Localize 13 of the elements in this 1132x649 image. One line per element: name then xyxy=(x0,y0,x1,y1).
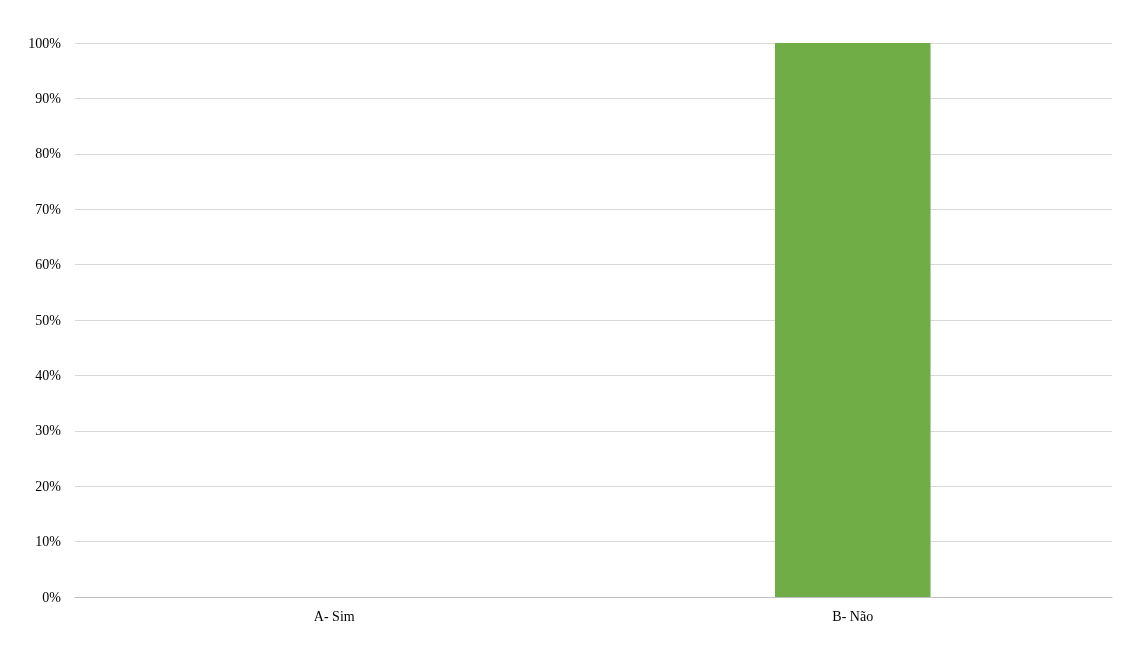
x-tick-label: A- Sim xyxy=(313,608,355,624)
y-tick-label: 40% xyxy=(35,367,62,383)
y-tick-label: 100% xyxy=(28,35,62,51)
y-tick-label: 80% xyxy=(35,146,62,162)
y-tick-label: 0% xyxy=(42,589,62,605)
y-tick-label: 70% xyxy=(35,201,62,217)
y-tick-label: 20% xyxy=(35,478,62,494)
y-tick-label: 30% xyxy=(35,423,62,439)
x-tick-label: B- Não xyxy=(832,608,874,624)
y-tick-label: 10% xyxy=(35,534,62,550)
y-tick-label: 60% xyxy=(35,257,62,273)
y-tick-label: 50% xyxy=(35,312,62,328)
y-tick-label: 90% xyxy=(35,90,62,106)
